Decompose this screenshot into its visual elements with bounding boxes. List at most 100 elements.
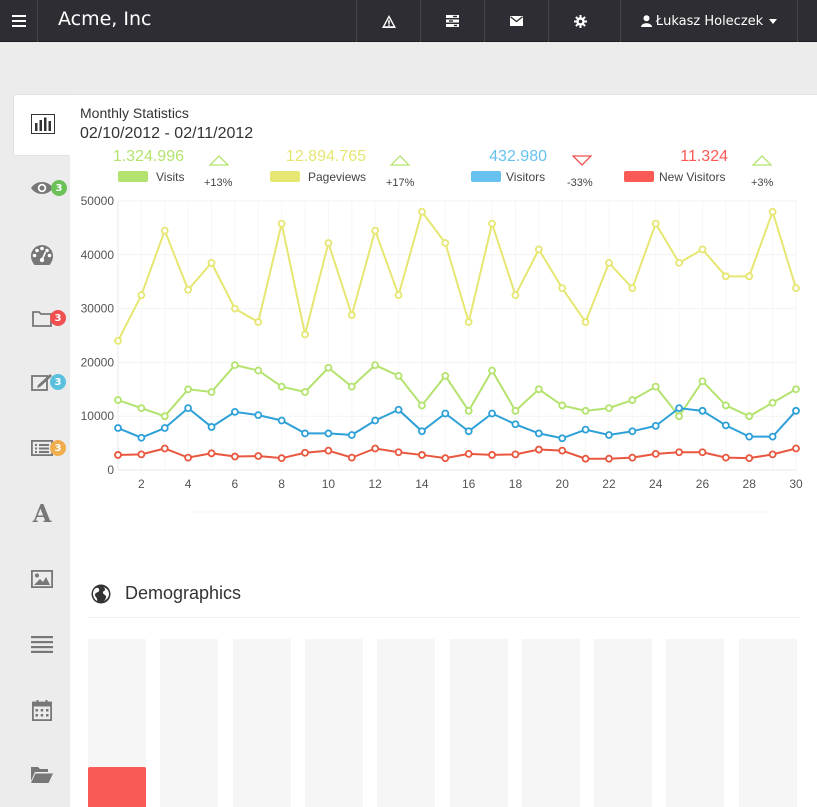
eye-icon — [31, 182, 53, 194]
data-point — [698, 377, 707, 386]
brand-title[interactable]: Acme, Inc — [58, 8, 152, 30]
data-point — [441, 371, 450, 380]
data-point — [628, 427, 637, 436]
data-point — [768, 450, 777, 459]
x-tick-label: 28 — [743, 477, 757, 491]
data-point — [581, 425, 590, 434]
data-point — [347, 382, 356, 391]
series-line-visitors — [117, 406, 797, 440]
data-point — [207, 388, 216, 396]
alert-icon — [381, 14, 396, 28]
data-point — [347, 431, 356, 439]
data-point — [768, 432, 777, 441]
tasks-button[interactable] — [420, 0, 484, 42]
sidebar-badge: 3 — [50, 374, 66, 390]
data-point — [651, 421, 660, 430]
metric-change: -33% — [567, 177, 593, 189]
data-point — [675, 412, 684, 421]
sidebar-item-edit[interactable]: 3 — [13, 362, 71, 402]
sidebar-item-files[interactable] — [13, 754, 71, 794]
y-tick-label: 20000 — [81, 355, 115, 369]
data-point — [464, 406, 473, 415]
data-point — [371, 444, 380, 453]
data-point — [792, 406, 800, 415]
data-point — [160, 424, 169, 432]
data-point — [230, 361, 239, 369]
folder-icon — [32, 310, 52, 327]
sidebar-item-tables[interactable] — [13, 624, 71, 664]
demographics-bar — [88, 639, 146, 807]
trend-up-icon — [752, 155, 772, 166]
data-point — [160, 444, 169, 453]
top-navbar: Acme, Inc — [0, 0, 817, 42]
menu-toggle-button[interactable] — [0, 0, 38, 42]
sidebar-item-dashboard[interactable] — [13, 235, 71, 275]
metric-value: 432.980 — [489, 148, 547, 165]
sidebar-item-folders[interactable]: 3 — [13, 298, 71, 338]
data-point — [488, 366, 496, 375]
data-point — [628, 396, 637, 404]
demographics-bar — [377, 639, 436, 807]
demographics-bar — [232, 639, 291, 807]
trend-up-icon — [209, 155, 229, 166]
x-tick-label: 22 — [602, 477, 616, 491]
demographics-title: Demographics — [125, 583, 242, 603]
data-point — [721, 401, 730, 410]
legend-swatch — [471, 171, 501, 182]
data-point — [254, 318, 263, 326]
user-menu[interactable]: Łukasz Holeczek — [620, 0, 798, 42]
data-point — [277, 382, 286, 391]
demographics-bar — [304, 639, 363, 807]
data-point — [534, 429, 543, 438]
data-point — [534, 245, 543, 254]
globe-icon — [91, 584, 111, 604]
data-point — [792, 444, 800, 453]
data-point — [418, 451, 426, 459]
sidebar-item-typography[interactable]: A — [13, 494, 71, 534]
x-tick-label: 20 — [556, 477, 570, 491]
data-point — [277, 416, 286, 425]
settings-button[interactable] — [548, 0, 612, 42]
data-point — [558, 401, 567, 410]
data-point — [698, 245, 707, 254]
data-point — [230, 304, 239, 313]
sidebar-item-statistics[interactable] — [13, 94, 71, 156]
legend-swatch — [270, 171, 300, 182]
sidebar-item-list[interactable]: 3 — [13, 428, 71, 468]
data-point — [277, 219, 286, 228]
data-point — [160, 412, 169, 421]
data-point — [698, 406, 707, 415]
data-point — [581, 406, 590, 415]
data-point — [114, 451, 122, 459]
data-point — [184, 385, 193, 394]
sidebar-item-views[interactable]: 3 — [13, 168, 71, 208]
metric-label: Pageviews — [308, 170, 367, 184]
messages-button[interactable] — [484, 0, 548, 42]
data-point — [721, 453, 730, 462]
x-tick-label: 8 — [278, 477, 285, 491]
y-tick-label: 40000 — [81, 248, 115, 262]
x-tick-label: 14 — [415, 477, 429, 491]
data-point — [745, 432, 754, 441]
trend-up-icon — [390, 155, 410, 166]
data-point — [207, 423, 216, 431]
hamburger-icon — [11, 15, 26, 27]
mail-icon — [510, 16, 523, 26]
data-point — [605, 404, 613, 413]
demographics-bar — [521, 639, 580, 807]
data-point — [418, 207, 426, 216]
metric-label: Visitors — [506, 170, 546, 184]
series-line-pageviews — [117, 208, 797, 342]
sidebar-item-calendar[interactable] — [13, 690, 71, 730]
tasks-icon — [446, 15, 459, 27]
data-point — [324, 239, 333, 247]
demographics-bar — [594, 639, 653, 807]
data-point — [488, 451, 496, 459]
sidebar-item-gallery[interactable] — [13, 559, 71, 599]
metric-change: +3% — [751, 177, 774, 189]
sidebar-badge: 3 — [51, 180, 67, 196]
data-point — [534, 445, 543, 454]
alerts-button[interactable] — [356, 0, 420, 42]
data-point — [394, 291, 403, 300]
data-point — [254, 452, 263, 460]
